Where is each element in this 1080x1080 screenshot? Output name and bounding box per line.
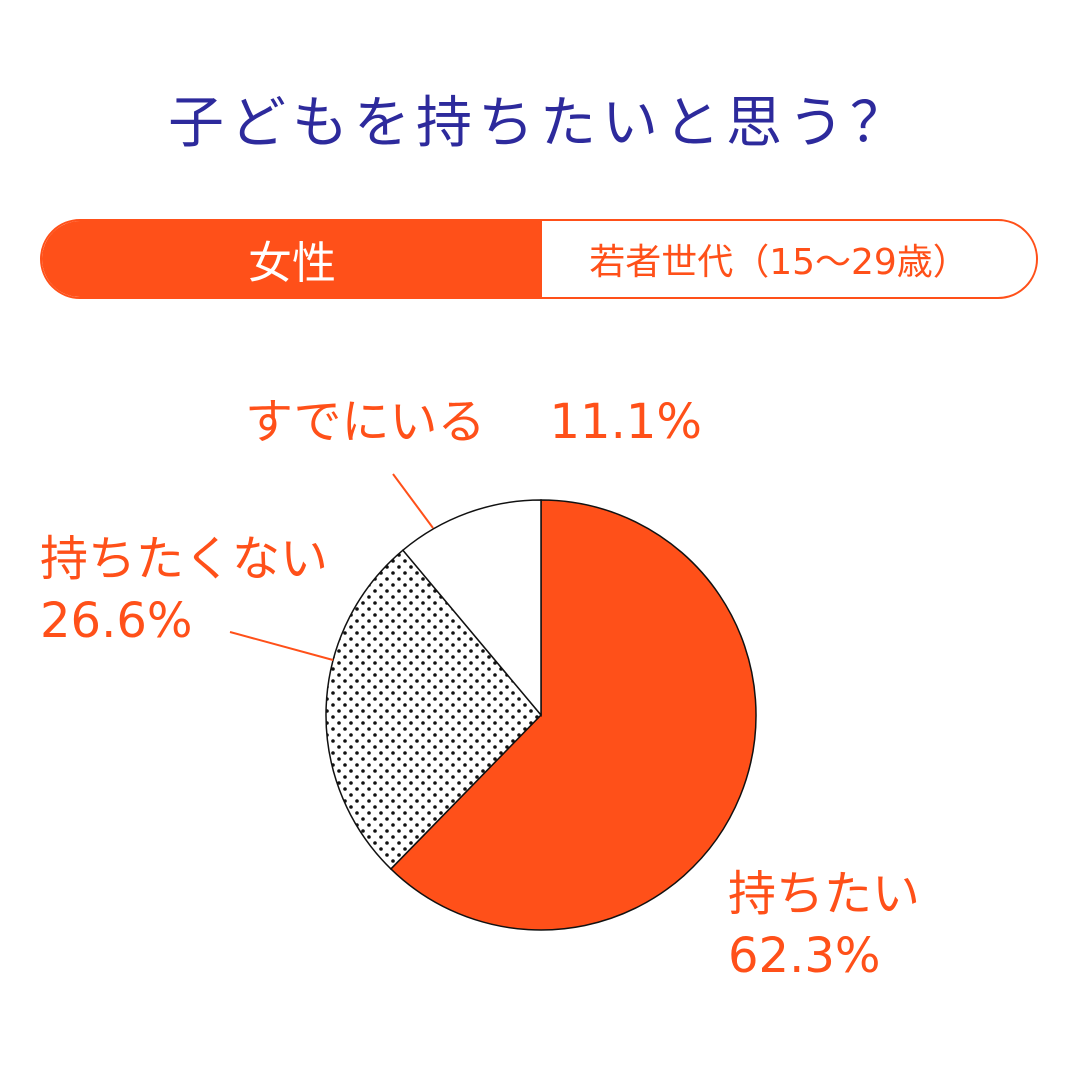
age-group-tag: 若者世代（15〜29歳） [589,242,969,283]
gender-tag: 女性 [42,221,542,297]
label-already-value: 11.1% [549,394,702,450]
category-tag-bar: 女性 若者世代（15〜29歳） [40,219,1038,299]
slice-want [389,499,757,931]
leader-line-already [392,473,434,529]
label-no-text: 持ちたくない [40,531,329,587]
label-no-value: 26.6% [40,593,193,649]
label-want-value: 62.3% [728,928,881,984]
slice-already-have [401,499,542,718]
page-title: 子どもを持ちたいと思う？ [168,91,912,156]
label-already: すでにいる 11.1% [245,391,702,453]
label-want: 持ちたい 62.3% [728,863,920,987]
slice-dont-want [325,549,543,870]
label-already-text: すでにいる [245,394,486,450]
label-want-text: 持ちたい [728,866,921,922]
label-no: 持ちたくない 26.6% [40,528,328,652]
leader-line-no [229,631,334,661]
